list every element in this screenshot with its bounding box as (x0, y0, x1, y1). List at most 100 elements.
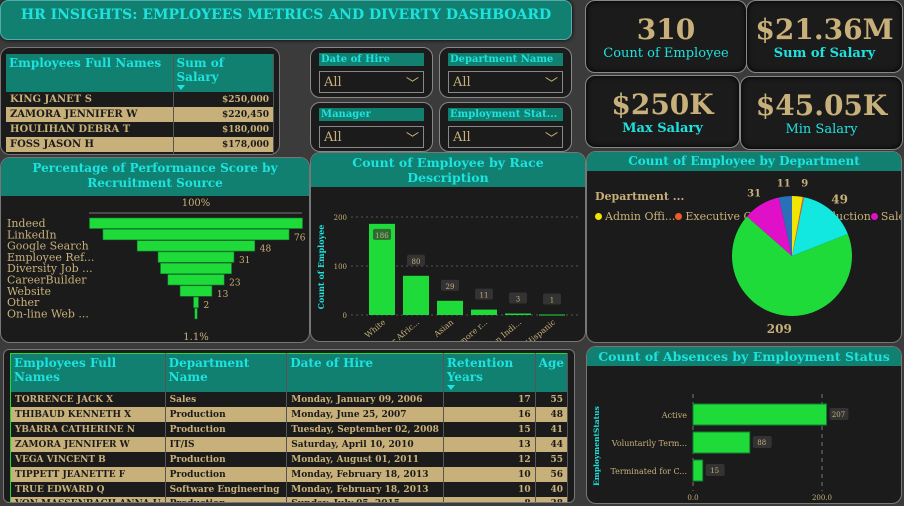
table-row[interactable]: ZAMORA JENNIFER W IT/IS Saturday, April 10… (10, 437, 569, 452)
kpi-value: 310 (636, 13, 696, 46)
pie-data-label: 9 (801, 178, 808, 189)
table-row[interactable]: TIPPETT JEANETTE F Production Monday, Febr… (10, 467, 569, 482)
department: IT/IS (165, 437, 288, 452)
funnel-bar (194, 308, 198, 320)
department: Sales (165, 392, 288, 407)
funnel-bar (179, 285, 213, 297)
department: Production (165, 452, 288, 467)
slicer-dropdown[interactable]: All ﹀ (319, 126, 424, 148)
chart-title: Count of Employee by Race Description (311, 153, 585, 187)
header-label: Age (538, 356, 564, 370)
funnel-bar (193, 296, 199, 308)
table-row[interactable]: CORLEONE VITO L$170,500 (6, 152, 274, 154)
table-row[interactable]: TRUE EDWARD Q Software Engineering Monday,… (10, 482, 569, 497)
hire-date: Monday, August 01, 2011 (286, 452, 444, 467)
legend-title: Department ... (595, 189, 685, 203)
funnel-category-label: LinkedIn (7, 228, 57, 241)
column-header[interactable]: Employees Full Names (10, 353, 166, 392)
funnel-category-label: CareerBuilder (7, 274, 87, 287)
legend-label: Sales (880, 209, 901, 223)
salary-value: $250,000 (173, 92, 274, 107)
legend-marker (675, 212, 683, 220)
race-bar (505, 313, 531, 315)
y-tick-label: Terminated for C... (610, 467, 687, 476)
funnel-bar (157, 251, 235, 263)
funnel-bar (102, 228, 290, 241)
legend-label: Admin Offi... (605, 209, 676, 223)
table-row[interactable]: TORRENCE JACK X Sales Monday, January 09, … (10, 392, 569, 407)
column-header[interactable]: Department Name (165, 353, 288, 392)
absence-bar (692, 403, 828, 426)
department: Production (165, 497, 288, 502)
funnel-data-label: 2 (203, 301, 209, 311)
pie-data-label: 31 (747, 188, 761, 199)
kpi-sum-salary: $21.36M Sum of Salary (746, 0, 903, 73)
column-header[interactable]: Date of Hire (286, 353, 444, 392)
kpi-value: $250K (611, 88, 714, 121)
legend-item[interactable]: Executive O... (675, 206, 762, 226)
funnel-bar (160, 262, 232, 274)
employee-name: KING JANET S (6, 92, 174, 107)
pie-slice (792, 196, 803, 256)
legend-label: Executive O... (685, 209, 763, 223)
top-percent-label: 100% (182, 198, 211, 209)
legend-item[interactable]: Sales (870, 206, 901, 226)
hire-date: Saturday, April 10, 2010 (286, 437, 444, 452)
slicer-label: Employment Stat... (448, 108, 563, 121)
y-axis-title: EmploymentStatus (592, 406, 601, 486)
age: 41 (535, 422, 569, 437)
age: 38 (535, 497, 569, 502)
table-row[interactable]: FOSS JASON H $178,000 (6, 137, 274, 152)
employee-name: HOULIHAN DEBRA T (6, 122, 174, 137)
chevron-down-icon: ﹀ (544, 131, 558, 147)
table-row[interactable]: ZAMORA JENNIFER W $220,450 (6, 107, 274, 122)
department-chart-panel: Count of Employee by Department Departme… (586, 151, 902, 343)
bar-data-label: 15 (710, 467, 719, 475)
slicer-dropdown[interactable]: All ﹀ (319, 71, 424, 93)
hire-date: Monday, February 18, 2013 (286, 467, 444, 482)
data-label-bg (475, 288, 493, 300)
funnel-data-label: 23 (229, 279, 241, 289)
table-row[interactable]: YBARRA CATHERINE N Production Tuesday, Sep… (10, 422, 569, 437)
legend-marker (595, 212, 602, 220)
col-sum-salary[interactable]: Sum of Salary (173, 54, 274, 92)
legend-marker (870, 212, 878, 220)
table-row[interactable]: THIBAUD KENNETH X Production Monday, June … (10, 407, 569, 422)
kpi-min-salary: $45.05K Min Salary (740, 76, 903, 150)
y-tick-label: 100 (334, 263, 347, 271)
slicer-value: All (324, 74, 342, 90)
x-tick-label: 0.0 (687, 494, 698, 502)
absence-bar (692, 431, 751, 454)
col-employee-name[interactable]: Employees Full Names (6, 54, 174, 92)
employee-name: ZAMORA JENNIFER W (10, 437, 166, 452)
x-tick-label: White (363, 317, 387, 339)
data-label-bg (752, 436, 772, 448)
bar-data-label: 207 (832, 411, 845, 419)
table-row[interactable]: HOULIHAN DEBRA T $180,000 (6, 122, 274, 137)
header-label: Department Name (168, 356, 250, 384)
employee-name: THIBAUD KENNETH X (10, 407, 166, 422)
table-row[interactable]: KING JANET S $250,000 (6, 92, 274, 107)
slicer-dropdown[interactable]: All ﹀ (448, 126, 563, 148)
funnel-data-label: 31 (239, 256, 250, 266)
table-row[interactable]: VON MASSENBACH ANNA UProductionSunday, J… (10, 497, 569, 502)
age: 55 (535, 392, 569, 407)
column-header[interactable]: Retention Years (443, 353, 536, 392)
slicer-label: Manager (319, 108, 424, 121)
table-row[interactable]: VEGA VINCENT B Production Monday, August 0… (10, 452, 569, 467)
data-label-bg (373, 228, 391, 240)
salary-value: $220,450 (173, 107, 274, 122)
legend-item[interactable]: Admin Offi... (595, 206, 675, 226)
age: 44 (535, 437, 569, 452)
pie-slice (746, 197, 792, 256)
slicer-dropdown[interactable]: All ﹀ (448, 71, 563, 93)
pie-slice (792, 197, 848, 256)
retention-years: 8 (443, 497, 536, 502)
column-header[interactable]: Age (535, 353, 569, 392)
x-tick-label: Asian (432, 318, 456, 340)
salary-table-panel: Employees Full Names Sum of Salary KING … (0, 47, 280, 155)
employee-name: ZAMORA JENNIFER W (6, 107, 174, 122)
y-tick-label: Voluntarily Term... (611, 439, 687, 448)
